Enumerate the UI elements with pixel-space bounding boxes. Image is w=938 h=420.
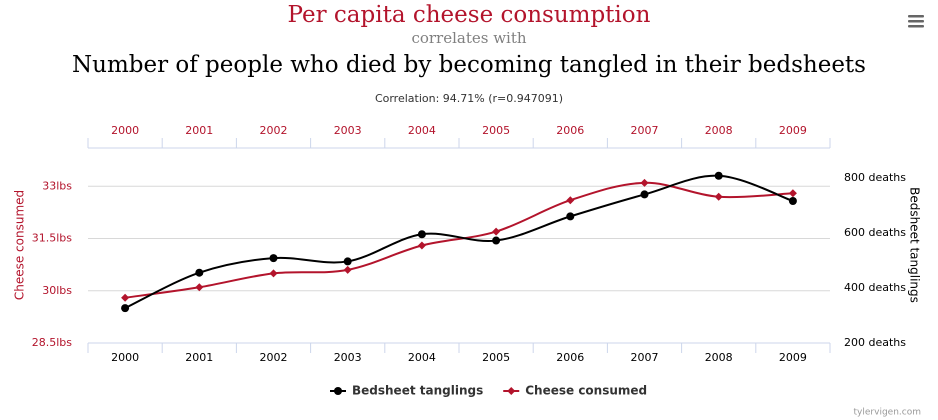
x-tick-label: 2001 xyxy=(185,351,213,364)
x-tick-label-top: 2007 xyxy=(631,124,659,137)
x-tick-label-top: 2009 xyxy=(779,124,807,137)
menu-button[interactable] xyxy=(908,15,924,28)
x-tick-label: 2005 xyxy=(482,351,510,364)
x-tick-label-top: 2003 xyxy=(334,124,362,137)
data-point xyxy=(788,189,797,198)
y-tick-label: 31.5lbs xyxy=(32,232,73,245)
data-point xyxy=(492,236,501,245)
x-tick-label: 2000 xyxy=(111,351,139,364)
correlation-note: Correlation: 94.71% (r=0.947091) xyxy=(375,92,563,105)
source-credit: tylervigen.com xyxy=(854,408,921,418)
x-tick-label: 2009 xyxy=(779,351,807,364)
x-tick-label: 2007 xyxy=(631,351,659,364)
legend-marker xyxy=(334,387,342,395)
series-line xyxy=(124,181,793,299)
y2-tick-label: 800 deaths xyxy=(844,171,906,184)
legend-marker xyxy=(507,387,516,395)
x-tick-label-top: 2000 xyxy=(111,124,139,137)
data-point xyxy=(566,196,575,205)
y2-axis-title: Bedsheet tanglings xyxy=(908,187,922,303)
x-tick-label-top: 2001 xyxy=(185,124,213,137)
legend-label: Bedsheet tanglings xyxy=(352,384,483,398)
data-point xyxy=(121,304,130,313)
data-point xyxy=(714,171,723,180)
data-point xyxy=(269,269,278,278)
x-tick-label-top: 2004 xyxy=(408,124,436,137)
x-tick-label: 2002 xyxy=(260,351,288,364)
x-tick-label-top: 2006 xyxy=(556,124,584,137)
data-point xyxy=(714,192,723,201)
series-line xyxy=(124,174,794,310)
y-axis-title: Cheese consumed xyxy=(13,190,27,300)
data-point xyxy=(640,178,649,187)
data-point xyxy=(788,197,797,206)
legend-label: Cheese consumed xyxy=(525,384,647,398)
data-point xyxy=(417,230,426,239)
data-point xyxy=(269,254,278,263)
data-point xyxy=(417,241,426,250)
y-tick-label: 33lbs xyxy=(42,179,72,192)
y-tick-label: 30lbs xyxy=(42,284,72,297)
data-point xyxy=(343,257,352,266)
y2-tick-label: 600 deaths xyxy=(844,226,906,239)
chart-title-2: Number of people who died by becoming ta… xyxy=(72,52,866,78)
data-point xyxy=(343,265,352,274)
x-tick-label: 2006 xyxy=(556,351,584,364)
x-tick-label: 2003 xyxy=(334,351,362,364)
x-tick-label-top: 2002 xyxy=(260,124,288,137)
y-tick-label: 28.5lbs xyxy=(32,336,73,349)
x-tick-label: 2008 xyxy=(705,351,733,364)
y2-tick-label: 200 deaths xyxy=(844,336,906,349)
x-tick-label-top: 2008 xyxy=(705,124,733,137)
data-point xyxy=(195,283,204,292)
chart-title: Per capita cheese consumption xyxy=(288,2,651,28)
data-point xyxy=(566,212,575,221)
chart-subtitle: correlates with xyxy=(411,29,526,47)
data-point xyxy=(640,190,649,199)
y2-tick-label: 400 deaths xyxy=(844,281,906,294)
data-point xyxy=(121,293,130,302)
data-point xyxy=(492,227,501,236)
x-tick-label-top: 2005 xyxy=(482,124,510,137)
x-tick-label: 2004 xyxy=(408,351,436,364)
data-point xyxy=(195,268,204,277)
